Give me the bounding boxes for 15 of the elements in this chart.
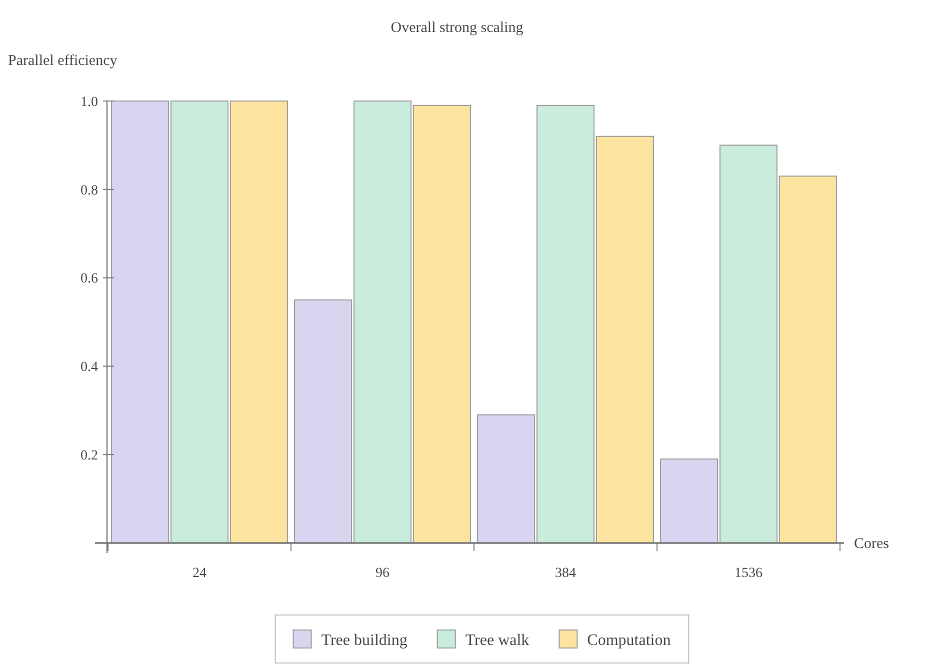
- legend-label: Computation: [587, 632, 671, 649]
- legend-label: Tree building: [321, 632, 408, 649]
- chart-title: Overall strong scaling: [390, 20, 524, 36]
- x-tick-label: 384: [555, 566, 576, 581]
- y-tick-label: 1.0: [80, 94, 98, 110]
- y-tick-label: 0.4: [80, 360, 98, 376]
- y-axis-title: Parallel efficiency: [8, 53, 118, 69]
- x-tick-label: 24: [192, 566, 206, 581]
- x-tick-label: 1536: [734, 566, 762, 581]
- x-axis-title: Cores: [854, 536, 890, 552]
- y-tick-label: 0.6: [80, 272, 98, 287]
- y-tick-label: 0.8: [80, 183, 98, 198]
- legend-label: Tree walk: [465, 632, 530, 649]
- y-tick-label: 0.2: [80, 448, 98, 464]
- x-tick-label: 96: [376, 566, 390, 581]
